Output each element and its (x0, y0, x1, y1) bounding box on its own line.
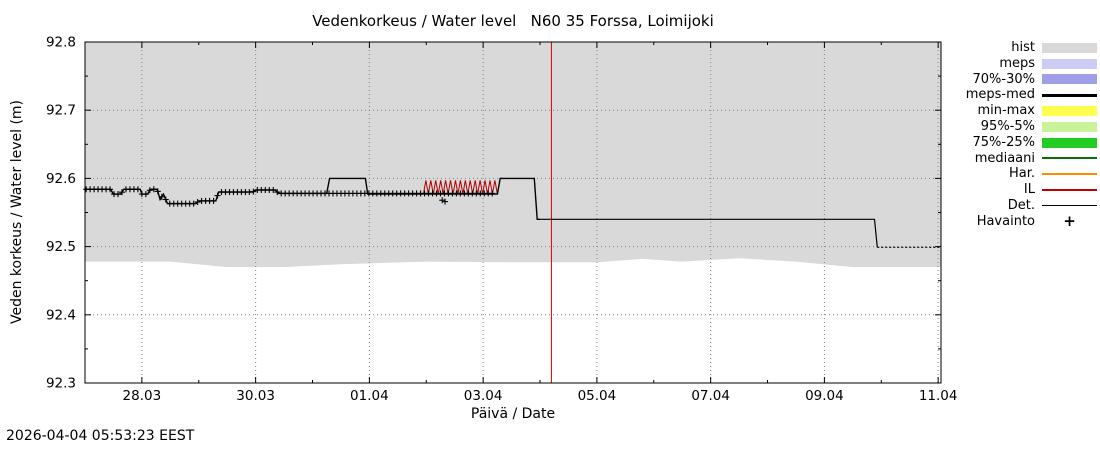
x-tick-label: 03.04 (464, 388, 503, 404)
x-tick-label: 07.04 (691, 388, 730, 404)
legend-swatch-min-max (1042, 106, 1097, 117)
legend-item-hist: hist (947, 40, 1097, 56)
legend-label-meps: meps (999, 55, 1035, 71)
generated-timestamp: 2026-04-04 05:53:23 EEST (6, 428, 195, 444)
x-axis-label: Päivä / Date (470, 406, 556, 422)
legend-item-min-max: min-max (947, 103, 1097, 119)
legend-swatch-p70-30 (1042, 74, 1097, 85)
legend-label-meps-med: meps-med (965, 87, 1035, 103)
legend-label-p95-5: 95%-5% (980, 118, 1035, 134)
legend-label-il: IL (1023, 182, 1035, 198)
legend-item-p75-25: 75%-25% (947, 135, 1097, 151)
legend-label-havainto: Havainto (976, 213, 1035, 229)
legend-item-meps-med: meps-med (947, 87, 1097, 103)
legend-label-p70-30: 70%-30% (972, 71, 1035, 87)
legend-label-mediaani: mediaani (974, 150, 1035, 166)
y-tick-label: 92.5 (46, 239, 76, 255)
observation-markers (83, 186, 496, 207)
y-axis-label: Veden korkeus / Water level (m) (9, 100, 25, 324)
legend-swatch-p75-25 (1042, 137, 1097, 148)
legend-label-p75-25: 75%-25% (972, 134, 1035, 150)
legend-label-min-max: min-max (977, 103, 1035, 119)
y-tick-label: 92.6 (46, 171, 76, 187)
legend-swatch-havainto: + (1063, 212, 1076, 231)
series-det-forecast (540, 218, 878, 248)
legend-item-p95-5: 95%-5% (947, 119, 1097, 135)
chart-title: Vedenkorkeus / Water level N60 35 Forssa… (312, 12, 714, 30)
legend-swatch-il (1042, 189, 1097, 192)
legend-item-det: Det. (947, 198, 1097, 214)
y-tick-label: 92.4 (46, 307, 76, 323)
hist-band (85, 42, 941, 268)
legend-swatch-det (1042, 205, 1097, 207)
legend-item-har: Har. (947, 166, 1097, 182)
y-tick-label: 92.8 (46, 35, 76, 51)
x-tick-label: 01.04 (350, 388, 389, 404)
chart-legend: hist meps 70%-30% meps-med min-max 95%-5% 75%-… (947, 40, 1097, 230)
y-tick-label: 92.7 (46, 103, 76, 119)
legend-swatch-meps (1042, 58, 1097, 69)
legend-item-havainto: Havainto + (947, 214, 1097, 230)
legend-item-il: IL (947, 182, 1097, 198)
x-tick-label: 11.04 (919, 388, 958, 404)
legend-item-mediaani: mediaani (947, 151, 1097, 167)
x-tick-label: 05.04 (578, 388, 617, 404)
x-tick-label: 09.04 (805, 388, 844, 404)
legend-swatch-mediaani (1042, 157, 1097, 160)
y-tick-label: 92.3 (46, 376, 76, 392)
legend-label-har: Har. (1008, 166, 1035, 182)
legend-swatch-hist (1042, 42, 1097, 53)
legend-swatch-meps-med (1042, 93, 1097, 97)
legend-label-det: Det. (1007, 197, 1035, 213)
x-tick-label: 30.03 (236, 388, 275, 404)
legend-item-meps: meps (947, 56, 1097, 72)
series-il-forecast (422, 180, 498, 195)
legend-item-p70-30: 70%-30% (947, 72, 1097, 88)
legend-swatch-p95-5 (1042, 121, 1097, 132)
x-tick-label: 28.03 (123, 388, 162, 404)
legend-label-hist: hist (1011, 40, 1035, 55)
legend-swatch-har (1042, 173, 1097, 176)
